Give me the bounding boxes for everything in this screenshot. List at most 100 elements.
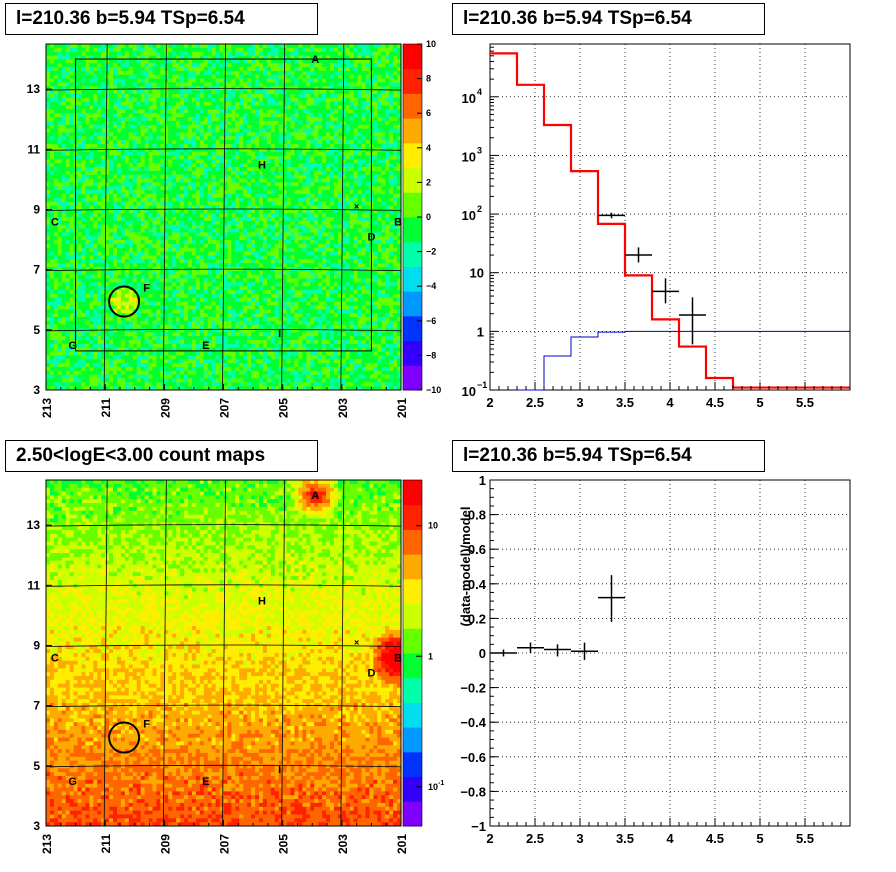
y-tick-label: 0.8	[468, 508, 486, 523]
source-label-f: F	[143, 283, 150, 295]
colorbar-band	[403, 504, 422, 530]
x-tick-label: 213	[40, 398, 54, 418]
map-grid-line-b	[45, 88, 402, 91]
x-tick-label: 2	[486, 831, 493, 846]
x-tick-label: 207	[218, 834, 232, 854]
map-grid-line-b	[45, 208, 402, 211]
y-tick-label: 10	[462, 149, 476, 164]
colorbar-label: −8	[426, 350, 436, 360]
source-label-h: H	[258, 159, 266, 171]
x-tick-label: 213	[40, 834, 54, 854]
map-grid-line-b	[45, 704, 402, 708]
source-label-e: E	[202, 776, 209, 788]
y-tick-label: 5	[33, 759, 40, 773]
colorbar-band	[403, 93, 422, 119]
colorbar-band	[403, 118, 422, 144]
colorbar-band	[403, 776, 422, 802]
y-tick-label: −1	[471, 819, 486, 834]
y-tick-label: 10	[462, 91, 476, 106]
x-tick-label: 5.5	[796, 395, 814, 410]
x-tick-label: 203	[336, 834, 350, 854]
y-tick-label: −0.2	[460, 681, 486, 696]
colorbar-band	[403, 578, 422, 605]
colorbar-band	[403, 801, 422, 827]
map-grid-line-l	[340, 479, 345, 827]
source-label-c: C	[51, 217, 59, 229]
title-bottom-right: l=210.36 b=5.94 TSp=6.54	[452, 440, 765, 472]
y-tick-label: 9	[33, 202, 40, 216]
colorbar-label: −4	[426, 281, 436, 291]
colorbar-band	[403, 142, 422, 169]
colorbar-band	[403, 217, 422, 243]
colorbar-label: 4	[426, 143, 431, 153]
x-tick-label: 209	[158, 398, 172, 418]
map-grid-line-l	[340, 43, 345, 391]
map-grid-line-l	[222, 479, 226, 827]
model-total-line	[490, 52, 850, 389]
colorbar-label: 2	[426, 177, 431, 187]
y-tick-label: 10	[470, 266, 484, 281]
x-tick-label: 4	[666, 395, 674, 410]
x-tick-label: 5.5	[796, 831, 814, 846]
x-tick-label: 4.5	[706, 831, 724, 846]
x-tick-label: 5	[756, 395, 763, 410]
source-label-d: D	[367, 668, 375, 680]
x-tick-label: 201	[395, 834, 409, 854]
colorbar-label: −2	[426, 247, 436, 257]
colorbar-band	[403, 365, 422, 391]
map-grid-line-b	[45, 584, 402, 587]
title-top-right: l=210.36 b=5.94 TSp=6.54	[452, 3, 765, 35]
residual-map-panel: × A B C D E F G H I 213 211 209 207 205 203 201 3 5 7 9 11 13 1…	[27, 39, 442, 418]
y-tick-label: 11	[27, 578, 40, 592]
y-tick-exponent: −1	[477, 380, 487, 390]
colorbar-band	[403, 68, 422, 94]
colorbar-label: −10	[426, 385, 441, 395]
residual-ratio-panel: 2 2.5 3 3.5 4 4.5 5 5.5 1 0.8 0.6 0.4 0.2 0 −0.2 −0.4 −0…	[458, 473, 851, 846]
colorbar-label-exp: -1	[438, 780, 444, 787]
colorbar-label-0-1: 10	[428, 782, 438, 792]
source-label-e: E	[202, 340, 209, 352]
source-label-g: G	[68, 776, 77, 788]
colorbar-band	[403, 751, 422, 778]
y-tick-label: 0	[479, 646, 486, 661]
y-axis-label: (data-model)/model	[458, 507, 473, 627]
map-pixels	[46, 44, 402, 391]
colorbar-band	[403, 480, 422, 506]
colorbar-band	[403, 628, 422, 654]
map-grid-line-b	[45, 644, 402, 647]
source-label-i: I	[278, 328, 281, 340]
y-tick-exponent: 4	[477, 87, 482, 97]
colorbar-band	[403, 603, 422, 629]
source-label-f: F	[143, 719, 150, 731]
colorbar-band	[403, 340, 422, 366]
colorbar-band	[403, 653, 422, 679]
map-grid-line-l	[103, 479, 108, 827]
y-tick-label: 0.4	[468, 577, 487, 592]
map-grid-line-b	[45, 764, 402, 768]
y-tick-label: 0.2	[468, 611, 486, 626]
y-tick-exponent: 3	[477, 145, 482, 155]
colorbar-label: 10	[426, 39, 436, 49]
x-tick-label: 2	[486, 395, 493, 410]
y-tick-label: 3	[33, 819, 40, 833]
source-label-a: A	[311, 54, 319, 66]
x-tick-label: 2.5	[526, 395, 544, 410]
source-model-line	[517, 330, 850, 391]
map-grid-line-l	[162, 479, 167, 827]
source-label-b: B	[394, 217, 402, 229]
map-grid-line-l	[281, 43, 286, 391]
source-label-a: A	[311, 490, 319, 502]
x-tick-label: 205	[277, 398, 291, 418]
source-label-c: C	[51, 653, 59, 665]
target-circle	[108, 285, 141, 318]
colorbar-band	[403, 315, 422, 342]
colorbar-label: 6	[426, 108, 431, 118]
count-map-panel: × A B C D E F G H I 213 211 209 207 205 203 201 3 5 7 9 11 13 1…	[27, 479, 444, 854]
x-tick-label: 205	[277, 834, 291, 854]
y-tick-label: −0.8	[460, 784, 486, 799]
x-tick-label: 209	[158, 834, 172, 854]
x-tick-label: 203	[336, 398, 350, 418]
map-grid-line-l	[103, 43, 108, 391]
